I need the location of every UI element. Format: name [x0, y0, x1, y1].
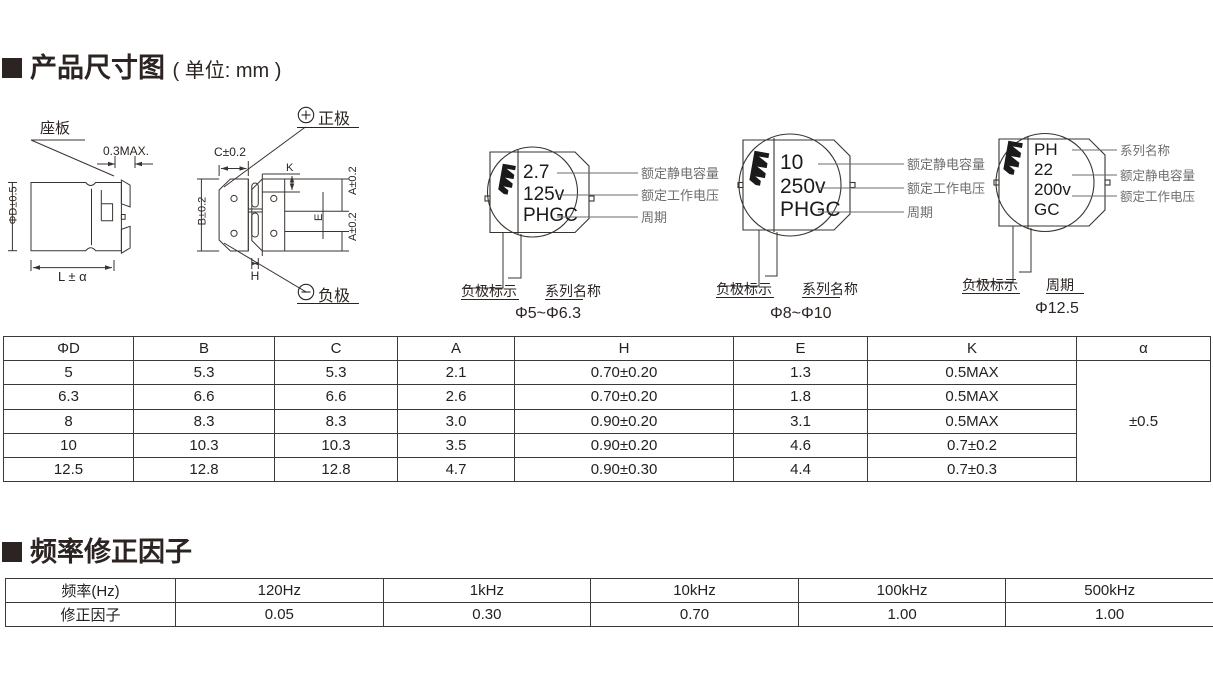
- svg-text:0.3MAX.: 0.3MAX.: [103, 144, 149, 158]
- svg-text:周期: 周期: [1046, 277, 1074, 293]
- svg-text:B±0.2: B±0.2: [196, 197, 208, 226]
- svg-text:10: 10: [780, 151, 803, 174]
- svg-text:负极标示: 负极标示: [716, 281, 772, 297]
- svg-text:PHGC: PHGC: [523, 205, 578, 226]
- svg-text:A±0.2: A±0.2: [347, 166, 359, 195]
- svg-text:额定工作电压: 额定工作电压: [1120, 189, 1195, 204]
- svg-text:250v: 250v: [780, 175, 826, 198]
- svg-text:K: K: [286, 162, 294, 174]
- svg-text:125v: 125v: [523, 184, 565, 205]
- svg-text:周期: 周期: [641, 210, 667, 225]
- svg-text:周期: 周期: [907, 205, 933, 220]
- svg-text:2.7: 2.7: [523, 162, 549, 183]
- svg-text:GC: GC: [1034, 200, 1060, 219]
- svg-text:系列名称: 系列名称: [802, 281, 858, 297]
- svg-text:负极标示: 负极标示: [962, 277, 1018, 293]
- svg-text:PH: PH: [1034, 140, 1058, 159]
- svg-text:额定静电容量: 额定静电容量: [1120, 168, 1195, 183]
- svg-text:系列名称: 系列名称: [1120, 143, 1170, 158]
- svg-text:22: 22: [1034, 160, 1053, 179]
- svg-text:负极标示: 负极标示: [461, 283, 517, 299]
- svg-text:座板: 座板: [40, 119, 70, 137]
- svg-text:PHGC: PHGC: [780, 198, 841, 221]
- svg-text:C±0.2: C±0.2: [214, 145, 246, 159]
- svg-text:A±0.2: A±0.2: [347, 212, 359, 241]
- svg-text:H: H: [251, 269, 260, 283]
- svg-text:E: E: [313, 214, 325, 221]
- svg-text:L ± α: L ± α: [58, 269, 87, 284]
- svg-text:200v: 200v: [1034, 180, 1071, 199]
- svg-text:系列名称: 系列名称: [545, 283, 601, 299]
- svg-text:ΦD±0.5: ΦD±0.5: [7, 186, 19, 224]
